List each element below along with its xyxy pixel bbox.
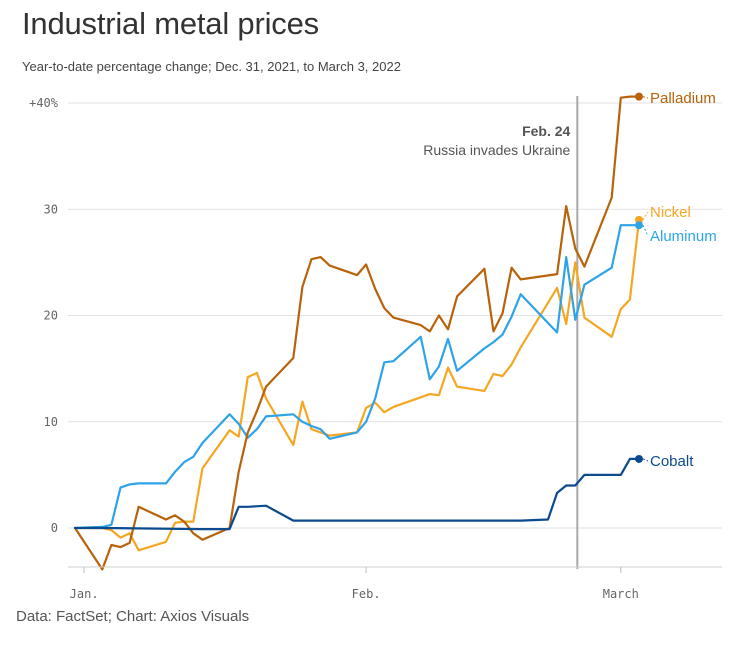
series-label-aluminum: Aluminum (650, 228, 717, 245)
series-line-nickel (73, 218, 641, 552)
chart-subtitle: Year-to-date percentage change; Dec. 31,… (22, 59, 401, 74)
gridlines: 0 10 20 30 +40% (29, 96, 722, 535)
series-labels: Palladium Nickel Aluminum Cobalt (635, 90, 717, 470)
x-tick-label: March (603, 587, 639, 601)
end-point-aluminum (635, 221, 643, 230)
chart-title: Industrial metal prices (22, 6, 319, 41)
y-tick-label: 10 (44, 415, 58, 429)
leader-line-cobalt (642, 458, 649, 462)
series-line-aluminum (73, 224, 641, 530)
y-tick-label: 0 (51, 521, 58, 535)
y-tick-label: +40% (29, 96, 59, 110)
end-point-palladium (635, 92, 643, 101)
end-point-cobalt (635, 454, 643, 463)
source-note: Data: FactSet; Chart: Axios Visuals (16, 608, 250, 625)
leader-line-nickel (642, 211, 649, 221)
annotation-group: Feb. 24 Russia invades Ukraine (423, 96, 579, 569)
x-tick-label: Jan. (70, 587, 99, 601)
series-group (73, 95, 641, 571)
series-line-palladium (73, 95, 641, 571)
annotation-event-label: Russia invades Ukraine (423, 142, 570, 158)
leader-line-aluminum (642, 224, 649, 237)
y-tick-label: 20 (44, 309, 58, 323)
x-tick-label: Feb. (352, 587, 381, 601)
series-label-palladium: Palladium (650, 90, 716, 107)
series-line-cobalt (73, 457, 641, 531)
series-label-nickel: Nickel (650, 204, 691, 221)
y-tick-label: 30 (44, 202, 58, 216)
leader-line-palladium (642, 96, 649, 99)
annotation-date-label: Feb. 24 (522, 123, 570, 139)
series-label-cobalt: Cobalt (650, 453, 694, 470)
x-axis: Jan. Feb. March (68, 566, 722, 601)
